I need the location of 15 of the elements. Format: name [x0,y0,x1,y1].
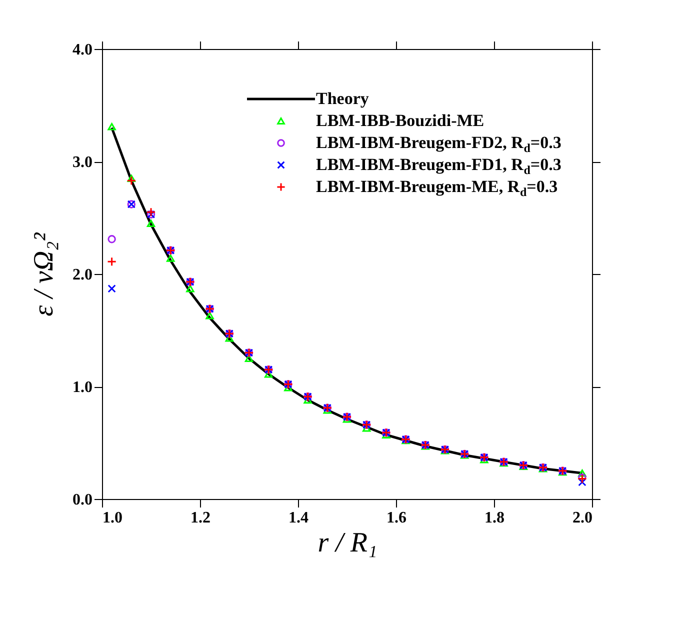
x-tick-label: 2.0 [572,510,592,526]
x-tick-label: 1.8 [484,510,504,526]
y-tick-label: 4.0 [72,42,92,58]
y-tick-label: 0.0 [72,492,92,508]
y-tick-label: 1.0 [72,379,92,396]
legend-label: Theory [316,89,370,108]
legend-label: LBM-IBB-Bouzidi-ME [316,111,484,130]
x-tick-label: 1.2 [190,510,210,526]
y-axis-title: ε / νΩ₂² [28,232,60,316]
x-tick-label: 1.6 [386,510,406,526]
x-axis-title: r / R₁ [318,528,378,558]
x-tick-label: 1.4 [288,510,308,526]
x-tick-label: 1.0 [102,510,122,526]
y-tick-label: 2.0 [72,266,92,284]
y-tick-label: 3.0 [72,154,92,171]
